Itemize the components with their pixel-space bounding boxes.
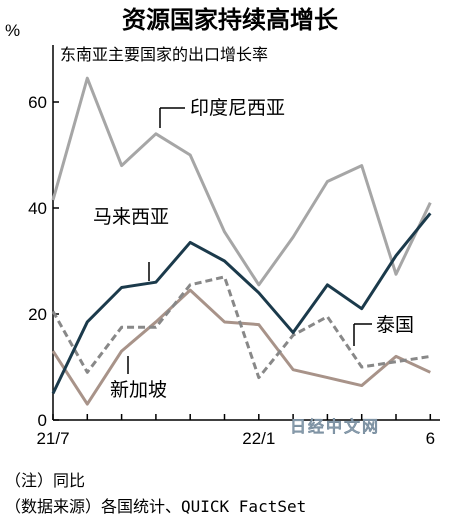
x-tick-label: 6 — [426, 429, 435, 448]
y-tick-label: 40 — [28, 199, 47, 218]
series-line — [51, 212, 432, 395]
series-label-malaysia: 马来西亚 — [93, 206, 169, 228]
y-tick-label: 0 — [38, 411, 47, 430]
series-line — [51, 275, 431, 380]
watermark: 日经中文网 — [290, 417, 380, 436]
series-line — [51, 76, 432, 287]
note-source: （数据来源）各国统计、QUICK FactSet — [5, 497, 306, 516]
y-tick-label: 60 — [28, 93, 47, 112]
y-unit-label: % — [5, 21, 20, 40]
x-ticks: 21/7 22/1 6 — [36, 414, 435, 448]
y-ticks: 0 20 40 60 — [28, 93, 59, 430]
y-tick-label: 20 — [28, 305, 47, 324]
chart-subtitle: 东南亚主要国家的出口增长率 — [60, 45, 268, 64]
x-tick-label: 22/1 — [242, 429, 275, 448]
series-lines — [51, 76, 432, 406]
series-label-indonesia: 印度尼西亚 — [190, 97, 285, 119]
note-yoy: （注）同比 — [5, 471, 85, 490]
series-label-singapore: 新加坡 — [110, 379, 167, 401]
chart-title: 资源国家持续高增长 — [122, 6, 339, 34]
x-tick-label: 21/7 — [36, 429, 69, 448]
series-label-thailand: 泰国 — [376, 314, 414, 336]
